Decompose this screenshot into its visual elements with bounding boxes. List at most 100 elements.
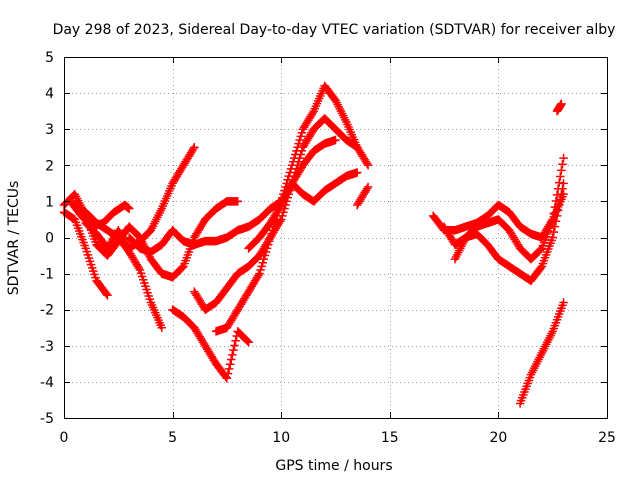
data-point [87,263,97,273]
data-point [103,291,112,300]
data-point [255,269,264,278]
series-11 [352,182,373,210]
data-point [284,171,294,181]
y-tick-label: -5 [40,411,54,427]
data-point [287,161,297,170]
data-point [124,204,134,213]
x-tick-label: 25 [598,430,616,446]
data-point [549,227,559,237]
data-point [536,263,546,273]
data-point [157,323,166,332]
data-point [258,258,267,268]
data-point [259,254,269,264]
data-point [553,206,563,215]
data-point [86,260,96,269]
y-tick-label: 4 [45,86,54,102]
data-point [291,150,300,159]
series-14 [450,153,568,264]
y-axis-label: SDTVAR / TECUs [6,181,22,296]
y-tick-label: -1 [40,267,54,283]
data-point [135,265,145,275]
series-9 [211,81,373,336]
data-point [102,289,111,299]
data-point [553,184,563,194]
data-point [556,195,565,204]
data-point [558,159,567,169]
data-point [81,244,90,253]
data-point [288,157,298,166]
data-point [293,143,302,152]
data-point [331,135,340,145]
y-tick-label: -4 [40,375,54,391]
data-point [550,222,560,231]
data-point [141,281,150,291]
data-point [294,139,303,148]
data-point [262,244,272,253]
data-point [265,236,274,246]
series-16 [552,99,566,116]
data-point [285,168,295,177]
data-point [143,288,152,297]
data-point [557,99,566,109]
data-point [283,175,292,184]
data-point [89,266,98,276]
x-tick-label: 15 [381,430,399,446]
data-point [256,265,265,275]
data-point [231,336,240,345]
series-13 [439,179,568,286]
y-tick-label: 5 [45,50,54,66]
data-point [363,182,373,192]
data-point [559,298,568,307]
data-point [137,272,147,281]
data-point [268,226,277,235]
chart-title: Day 298 of 2023, Sidereal Day-to-day VTE… [53,22,616,38]
data-point [554,200,564,210]
data-point [267,229,276,239]
data-point [548,215,557,224]
data-point [91,273,100,282]
data-point [556,172,565,181]
data-point [554,178,564,187]
data-marks [59,81,568,408]
axis-ticks [64,57,608,419]
y-tick-label: 1 [45,194,54,210]
data-point [551,196,561,206]
y-tick-label: -3 [40,339,54,355]
data-point [243,336,252,346]
x-axis-label: GPS time / hours [275,458,392,474]
y-tick-label: -2 [40,303,54,319]
data-point [190,143,199,152]
data-point [549,209,559,218]
data-point [142,285,151,294]
data-point [84,253,94,263]
x-tick-label: 20 [489,430,507,446]
data-point [225,359,235,369]
data-point [229,345,238,355]
data-point [286,164,296,174]
data-point [552,190,562,200]
data-point [230,341,239,350]
data-point [550,202,560,212]
series-15 [515,298,568,408]
data-point [289,153,299,163]
data-point [263,240,273,249]
data-point [226,355,236,364]
data-point [296,132,305,141]
series-10 [244,168,362,253]
data-point [144,291,153,301]
data-point [559,153,568,163]
data-point [136,268,146,278]
data-point [557,166,566,175]
x-tick-label: 0 [60,430,69,446]
x-tick-label: 10 [272,430,290,446]
data-point [223,369,233,378]
data-point [83,250,93,260]
data-point [90,270,99,279]
data-point [228,350,237,360]
data-point [82,247,92,256]
data-point [222,374,232,383]
data-point [145,294,155,304]
data-point [224,364,234,374]
